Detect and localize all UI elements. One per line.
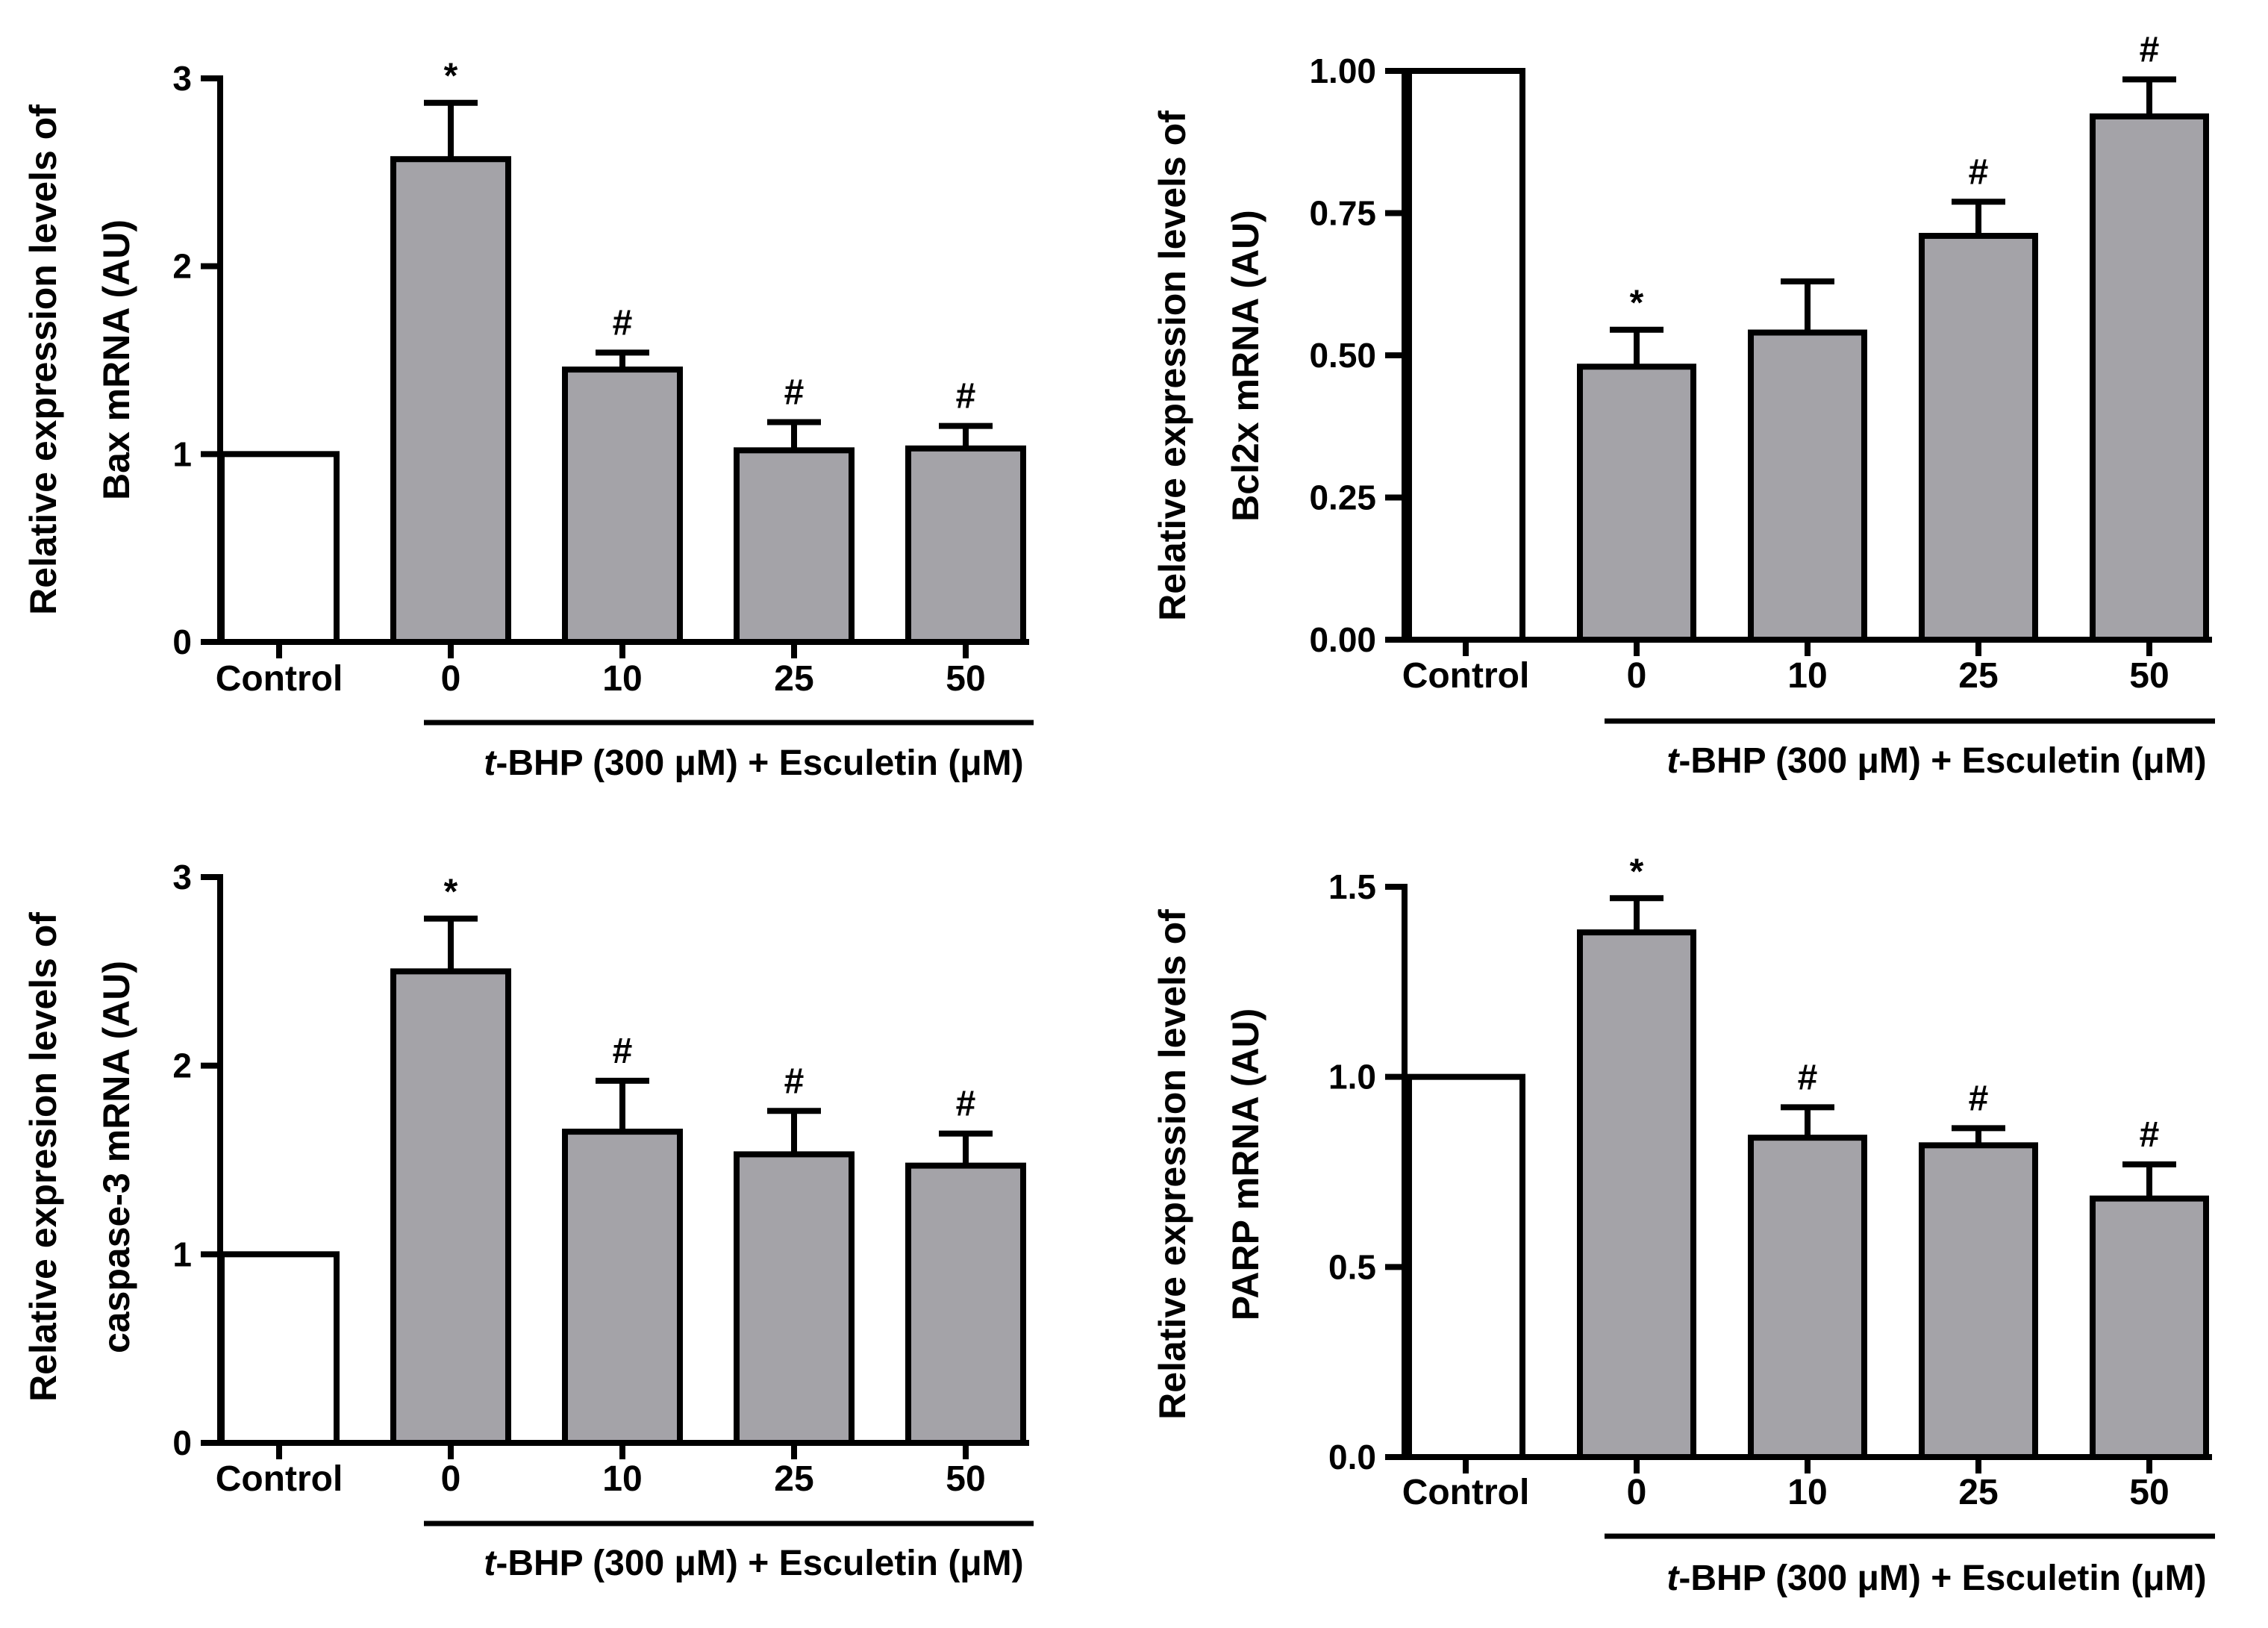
category-label: 50 (2129, 1473, 2169, 1512)
category-label: 25 (1958, 656, 1998, 696)
y-axis-title-line1: Relative expression levels of (22, 105, 64, 615)
chart-panel-4: Relative expression levels of PARP mRNA (… (1152, 852, 2215, 1598)
significance-marker: # (784, 373, 805, 413)
group-label-rest: -BHP (300 μM) + Esculetin (μM) (496, 743, 1023, 783)
category-label: 25 (1958, 1473, 1998, 1512)
y-axis-title-line2: Bcl2x mRNA (AU) (1225, 210, 1266, 522)
y-tick-label: 1.00 (1309, 52, 1376, 90)
bar-25 (734, 447, 855, 645)
significance-marker: # (1969, 152, 1989, 192)
category-label: 0 (441, 659, 461, 699)
y-axis-title-line2: Bax mRNA (AU) (96, 219, 137, 500)
y-tick-label: 0.50 (1309, 336, 1376, 375)
category-label: Control (216, 659, 343, 699)
group-label-italic-prefix: t (484, 743, 497, 783)
category-label: 50 (946, 1459, 985, 1499)
category-label: 25 (774, 659, 813, 699)
significance-marker: # (1798, 1058, 1818, 1097)
bar-Control (1406, 1073, 1525, 1460)
category-label: 25 (774, 1459, 813, 1499)
bar-50 (905, 1162, 1026, 1446)
category-label: 10 (1787, 656, 1827, 696)
y-tick-label: 2 (172, 1047, 192, 1085)
group-label-italic-prefix: t (1666, 741, 1680, 781)
group-label: t-BHP (300 μM) + Esculetin (μM) (484, 743, 1023, 783)
significance-marker: # (956, 377, 976, 417)
significance-marker: * (444, 873, 458, 912)
y-tick-label: 0.5 (1328, 1247, 1376, 1286)
significance-marker: * (444, 57, 458, 96)
bar-10 (1748, 1135, 1867, 1461)
y-axis-title-line2: PARP mRNA (AU) (1225, 1008, 1266, 1321)
significance-marker: # (613, 1032, 633, 1071)
y-tick-label: 0 (172, 1423, 192, 1462)
group-label: t-BHP (300 μM) + Esculetin (μM) (1666, 1559, 2206, 1598)
significance-marker: * (1630, 852, 1644, 891)
significance-marker: # (956, 1085, 976, 1124)
group-label-italic-prefix: t (484, 1544, 497, 1583)
y-tick-label: 0.00 (1309, 620, 1376, 659)
y-tick-label: 0.25 (1309, 478, 1376, 517)
chart-panel-1: Relative expression levels of Bax mRNA (A… (22, 57, 1034, 783)
y-tick-label: 1 (172, 434, 192, 473)
y-tick-label: 2 (172, 247, 192, 286)
bar-10 (562, 1129, 683, 1446)
y-tick-label: 1.0 (1328, 1058, 1376, 1097)
bar-50 (2090, 1195, 2209, 1460)
y-tick-label: 0.75 (1309, 194, 1376, 233)
bar-25 (734, 1151, 855, 1447)
y-axis-title-line1: Relative expression levels of (1152, 909, 1193, 1420)
y-tick-label: 3 (172, 59, 192, 98)
category-label: 10 (602, 1459, 642, 1499)
chart-panel-2: Relative expression levels of Bcl2x mRNA … (1152, 30, 2215, 781)
category-label: Control (1402, 656, 1530, 696)
bar-0 (1577, 929, 1696, 1460)
y-tick-label: 1 (172, 1235, 192, 1273)
bar-50 (2090, 113, 2209, 643)
y-tick-label: 1.5 (1328, 867, 1376, 906)
y-tick-label: 3 (172, 858, 192, 896)
group-label-rest: -BHP (300 μM) + Esculetin (μM) (1678, 741, 2206, 781)
bar-25 (1919, 232, 2038, 643)
significance-marker: # (2140, 1115, 2160, 1155)
y-axis-title-line1: Relative expression levels of (1152, 110, 1193, 621)
chart-panel-3: Relative expresion levels of caspase-3 mR… (22, 858, 1034, 1583)
group-label-italic-prefix: t (1666, 1559, 1680, 1598)
bar-Control (1406, 68, 1525, 643)
bar-Control (219, 1251, 340, 1447)
significance-marker: # (613, 303, 633, 343)
category-label: 50 (946, 659, 985, 699)
significance-marker: # (1969, 1079, 1989, 1118)
group-label-rest: -BHP (300 μM) + Esculetin (μM) (1678, 1559, 2206, 1598)
bar-0 (1577, 364, 1696, 643)
bar-10 (562, 367, 683, 645)
category-label: Control (216, 1459, 343, 1499)
group-label: t-BHP (300 μM) + Esculetin (μM) (1666, 741, 2206, 781)
bar-50 (905, 445, 1026, 645)
category-label: 10 (602, 659, 642, 699)
group-label-rest: -BHP (300 μM) + Esculetin (μM) (496, 1544, 1023, 1583)
y-axis-title-line1: Relative expresion levels of (22, 912, 64, 1402)
significance-marker: * (1630, 284, 1644, 323)
category-label: 0 (1627, 1473, 1647, 1512)
group-label: t-BHP (300 μM) + Esculetin (μM) (484, 1544, 1023, 1583)
y-axis-title-line2: caspase-3 mRNA (AU) (96, 961, 137, 1353)
bar-25 (1919, 1142, 2038, 1460)
y-tick-label: 0 (172, 623, 192, 661)
y-tick-label: 0.0 (1328, 1438, 1376, 1476)
bar-0 (390, 968, 511, 1447)
category-label: 50 (2129, 656, 2169, 696)
bar-10 (1748, 329, 1867, 643)
significance-marker: # (784, 1061, 805, 1101)
category-label: 10 (1787, 1473, 1827, 1512)
significance-marker: # (2140, 30, 2160, 69)
category-label: 0 (441, 1459, 461, 1499)
bar-Control (219, 451, 340, 645)
category-label: Control (1402, 1473, 1530, 1512)
category-label: 0 (1627, 656, 1647, 696)
bar-0 (390, 156, 511, 645)
